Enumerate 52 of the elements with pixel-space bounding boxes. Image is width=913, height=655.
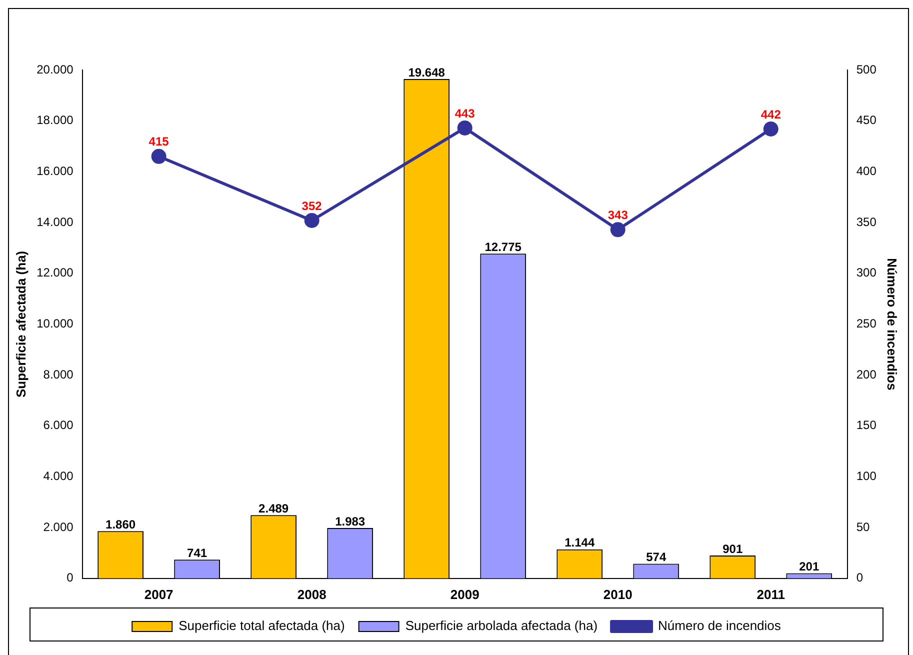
data-label: 343 xyxy=(608,208,628,222)
legend-label: Superficie total afectada (ha) xyxy=(178,618,345,634)
data-label: 741 xyxy=(187,546,208,560)
y2-tick-label: 400 xyxy=(856,164,877,178)
y-tick-label: 6.000 xyxy=(43,418,74,432)
y-tick-label: 12.000 xyxy=(36,266,74,280)
y-tick-label: 2.000 xyxy=(43,520,74,534)
x-tick-label: 2007 xyxy=(144,586,174,602)
x-tick-label: 2009 xyxy=(450,586,480,602)
y-tick-label: 20.000 xyxy=(36,62,74,76)
y2-tick-label: 200 xyxy=(856,367,877,382)
y-tick-label: 10.000 xyxy=(36,316,74,331)
legend-label: Superficie arbolada afectada (ha) xyxy=(405,618,598,634)
y-tick-label: 0 xyxy=(66,570,74,585)
x-tick-label: 2008 xyxy=(297,586,326,602)
y-tick-label: 4.000 xyxy=(43,469,74,484)
data-label: 19.648 xyxy=(408,65,446,80)
data-label: 1.860 xyxy=(106,517,136,532)
y-tick-label: 14.000 xyxy=(36,214,74,229)
y-tick-label: 18.000 xyxy=(36,113,74,128)
y-tick-label: 8.000 xyxy=(43,367,74,382)
data-label: 201 xyxy=(799,560,820,574)
y2-tick-label: 450 xyxy=(856,113,877,128)
y2-tick-label: 0 xyxy=(856,570,864,585)
y2-tick-label: 50 xyxy=(856,520,870,534)
point xyxy=(304,212,320,228)
x-tick-label: 2010 xyxy=(603,586,632,602)
y-axis-title: Superficie afectada (ha) xyxy=(13,250,28,398)
y2-tick-label: 150 xyxy=(856,418,877,432)
data-label: 442 xyxy=(760,107,782,122)
point xyxy=(763,121,778,136)
y2-tick-label: 350 xyxy=(856,214,877,229)
data-label: 443 xyxy=(454,106,476,120)
data-label: 574 xyxy=(646,550,666,564)
y2-tick-label: 300 xyxy=(856,266,877,280)
y2-tick-label: 500 xyxy=(856,62,877,76)
point xyxy=(610,222,626,238)
data-label: 2.489 xyxy=(258,501,289,516)
data-label: 901 xyxy=(722,542,743,556)
point xyxy=(151,148,166,164)
point xyxy=(457,120,472,136)
y2-axis-title: Número de incendios xyxy=(884,258,900,390)
data-label: 1.144 xyxy=(564,536,595,550)
y2-tick-label: 100 xyxy=(856,469,877,484)
y2-tick-label: 250 xyxy=(856,316,877,331)
x-tick-label: 2011 xyxy=(756,586,785,602)
data-label: 415 xyxy=(148,134,170,149)
legend-label: Número de incendios xyxy=(658,618,782,634)
data-label: 12.775 xyxy=(484,240,522,254)
data-label: 1.983 xyxy=(335,514,366,528)
y-tick-label: 16.000 xyxy=(36,164,74,178)
data-label: 352 xyxy=(302,198,322,213)
